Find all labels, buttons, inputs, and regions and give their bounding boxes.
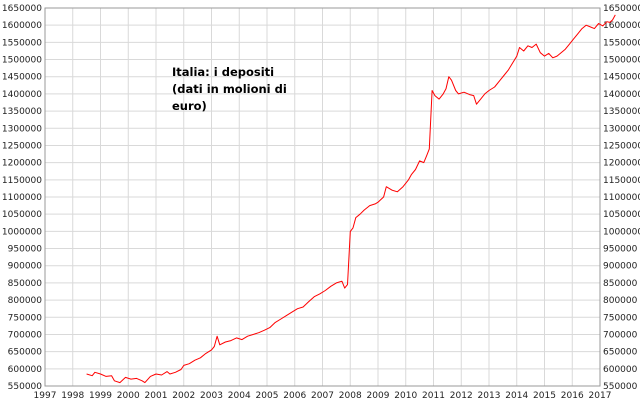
annotation-line-3: euro) [172,99,207,113]
series-line-0 [86,14,616,384]
y-tick-label-left: 1500000 [2,56,42,66]
y-tick-label-right: 650000 [603,348,638,358]
y-tick-label-right: 1150000 [603,176,640,186]
x-tick-label: 2009 [367,391,390,401]
series-layer [86,14,616,384]
x-tick-label: 2000 [117,391,140,401]
y-tick-label-right: 1100000 [603,193,640,203]
y-tick-label-left: 1250000 [2,141,42,151]
y-tick-label-right: 950000 [603,245,638,255]
y-tick-label-right: 1300000 [603,124,640,134]
x-tick-label: 2017 [589,391,612,401]
y-tick-label-left: 1400000 [2,90,42,100]
y-tick-label-left: 550000 [8,382,43,392]
x-tick-label: 2012 [450,391,473,401]
y-tick-labels-left: 550000 600000 650000 700000 750000 800000 8500… [2,4,42,392]
y-tick-label-left: 1050000 [2,210,42,220]
plot-frame [44,7,601,387]
y-tick-label-left: 1150000 [2,176,42,186]
x-tick-label: 2004 [228,391,251,401]
x-tick-label: 2006 [283,391,306,401]
y-tick-label-left: 1100000 [2,193,42,203]
y-tick-label-right: 1600000 [603,21,640,31]
y-tick-label-right: 900000 [603,262,638,272]
y-tick-label-left: 950000 [8,245,43,255]
x-tick-label: 2001 [145,391,168,401]
y-tick-label-right: 1450000 [603,73,640,83]
x-tick-label: 2016 [561,391,584,401]
y-tick-label-left: 1450000 [2,73,42,83]
x-tick-label: 2010 [394,391,417,401]
y-tick-label-left: 900000 [8,262,43,272]
x-tick-label: 2002 [172,391,195,401]
y-tick-label-left: 850000 [8,279,43,289]
y-tick-label-left: 750000 [8,313,43,323]
y-tick-labels-right: 550000 600000 650000 700000 750000 800000 8500… [603,4,640,392]
y-tick-label-right: 1250000 [603,141,640,151]
grid-lines [44,7,601,387]
y-tick-label-right: 750000 [603,313,638,323]
y-tick-label-left: 1350000 [2,107,42,117]
x-tick-label: 1999 [89,391,112,401]
y-tick-label-right: 550000 [603,382,638,392]
x-tick-label: 1998 [61,391,84,401]
y-tick-label-right: 600000 [603,365,638,375]
y-tick-label-right: 1050000 [603,210,640,220]
y-tick-label-left: 1000000 [2,227,42,237]
x-tick-label: 2014 [505,391,528,401]
x-tick-labels: 1997 1998 1999 2000 2001 2002 2003 2004 2005 2006… [34,391,612,401]
x-tick-label: 2003 [200,391,223,401]
y-tick-label-right: 1000000 [603,227,640,237]
annotation-line-1: Italia: i depositi [172,65,274,79]
y-tick-label-left: 800000 [8,296,43,306]
y-tick-label-right: 1400000 [603,90,640,100]
y-tick-label-right: 800000 [603,296,638,306]
y-tick-label-left: 1300000 [2,124,42,134]
y-tick-label-right: 1200000 [603,159,640,169]
y-tick-label-left: 1600000 [2,21,42,31]
x-tick-label: 2015 [533,391,556,401]
y-tick-label-right: 1650000 [603,4,640,14]
y-tick-label-right: 1500000 [603,56,640,66]
y-tick-label-left: 650000 [8,348,43,358]
x-tick-label: 2008 [339,391,362,401]
y-tick-label-left: 1550000 [2,38,42,48]
y-tick-label-left: 1200000 [2,159,42,169]
x-tick-label: 2007 [311,391,334,401]
y-tick-label-left: 600000 [8,365,43,375]
y-tick-label-right: 850000 [603,279,638,289]
y-tick-label-left: 700000 [8,330,43,340]
y-tick-label-right: 700000 [603,330,638,340]
x-tick-label: 2013 [478,391,501,401]
x-tick-label: 1997 [34,391,57,401]
x-tick-label: 2011 [422,391,445,401]
y-tick-label-left: 1650000 [2,4,42,14]
annotation-line-2: (dati in molioni di [172,82,287,96]
y-tick-label-right: 1550000 [603,38,640,48]
y-tick-label-right: 1350000 [603,107,640,117]
x-tick-label: 2005 [256,391,279,401]
